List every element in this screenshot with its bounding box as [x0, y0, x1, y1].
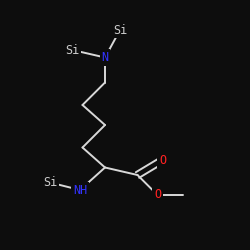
Text: Si: Si: [43, 176, 57, 189]
Text: NH: NH: [73, 184, 87, 196]
Text: Si: Si: [66, 44, 80, 57]
Text: O: O: [159, 154, 166, 166]
Text: N: N: [102, 51, 108, 64]
Text: O: O: [154, 188, 161, 202]
Text: Si: Si: [113, 24, 127, 36]
